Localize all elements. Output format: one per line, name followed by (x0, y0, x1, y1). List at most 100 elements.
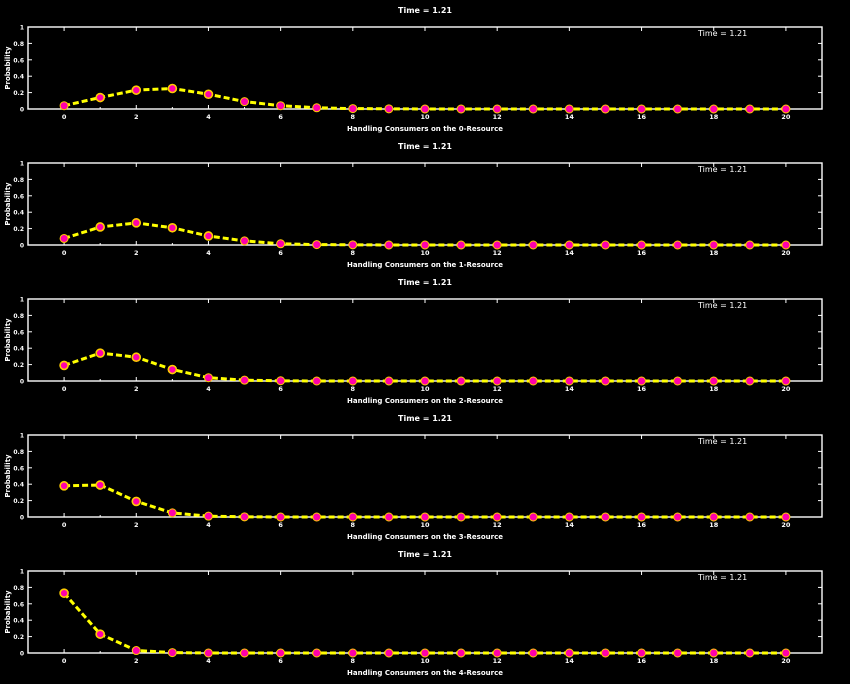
time-annotation: Time = 1.21 (697, 437, 747, 446)
x-tick-label: 10 (420, 249, 430, 257)
data-point (167, 648, 177, 658)
y-tick-label: 1 (20, 433, 24, 440)
x-tick-label: 20 (781, 521, 791, 529)
data-point (95, 629, 105, 639)
data-point (420, 512, 430, 522)
x-tick-label: 18 (709, 657, 719, 665)
x-tick-label: 6 (278, 249, 283, 257)
data-point (312, 512, 322, 522)
data-point (637, 648, 647, 658)
data-point (745, 512, 755, 522)
data-point (492, 240, 502, 250)
data-point (131, 85, 142, 95)
series-line (62, 592, 786, 655)
x-tick-label: 16 (637, 113, 647, 121)
data-point (709, 240, 719, 250)
data-point (600, 512, 610, 522)
data-point (528, 240, 538, 250)
data-point (673, 376, 683, 386)
y-tick-label: 0.4 (13, 210, 24, 217)
y-tick-label: 0.4 (13, 74, 24, 81)
data-point (492, 512, 502, 522)
x-tick-label: 20 (781, 249, 791, 257)
time-annotation: Time = 1.21 (697, 165, 747, 174)
x-tick-label: 16 (637, 657, 647, 665)
data-point (600, 240, 610, 250)
x-tick-label: 18 (709, 521, 719, 529)
data-point (637, 104, 647, 114)
x-tick-label: 0 (62, 521, 67, 529)
data-point (95, 92, 105, 103)
x-tick-label: 12 (493, 385, 502, 393)
data-point (420, 240, 430, 250)
x-tick-label: 20 (781, 657, 791, 665)
plot-frame (27, 26, 823, 110)
plot-frame (27, 570, 823, 654)
data-point (564, 240, 574, 250)
chart-title: Time = 1.21 (398, 6, 452, 15)
y-axis-label: Probability (4, 590, 12, 634)
x-tick-label: 4 (206, 657, 211, 665)
data-point (709, 648, 719, 658)
chart-title: Time = 1.21 (398, 142, 452, 151)
data-point (131, 496, 142, 507)
data-point (203, 373, 213, 383)
x-tick-label: 10 (420, 657, 430, 665)
data-point (637, 240, 647, 250)
data-point (673, 104, 683, 114)
data-point (528, 512, 538, 522)
data-point (384, 648, 394, 658)
data-point (528, 648, 538, 658)
x-tick-label: 16 (637, 249, 647, 257)
data-point (95, 222, 105, 232)
data-point (492, 648, 502, 658)
x-tick-label: 12 (493, 521, 502, 529)
data-point (240, 648, 250, 658)
data-point (456, 240, 466, 250)
data-point (564, 512, 574, 522)
data-point (745, 376, 755, 386)
x-tick-label: 18 (709, 113, 719, 121)
y-tick-label: 0.6 (13, 329, 24, 336)
y-axis-label: Probability (4, 182, 12, 226)
data-point (240, 236, 250, 246)
data-point (564, 104, 574, 114)
plot-frame (27, 434, 823, 518)
data-point (276, 376, 286, 386)
data-point (673, 648, 683, 658)
data-point (276, 512, 286, 522)
x-tick-label: 10 (420, 521, 430, 529)
y-tick-label: 0.4 (13, 346, 24, 353)
x-tick-label: 16 (637, 521, 647, 529)
data-point (420, 376, 430, 386)
y-tick-label: 0.8 (13, 41, 24, 48)
x-tick-label: 10 (420, 113, 430, 121)
x-tick-label: 8 (351, 249, 356, 257)
data-point (276, 101, 286, 111)
x-axis-label: Handling Consumers on the 2-Resource (347, 397, 503, 405)
data-point (456, 104, 466, 114)
y-tick-label: 1 (20, 25, 24, 32)
data-point (59, 481, 69, 491)
data-point (348, 104, 358, 114)
x-tick-label: 14 (565, 385, 575, 393)
y-tick-label: 0.8 (13, 177, 24, 184)
y-tick-label: 0.6 (13, 601, 24, 608)
data-point (745, 240, 755, 250)
x-tick-label: 4 (206, 521, 211, 529)
y-tick-label: 0.6 (13, 57, 24, 64)
data-point (131, 218, 142, 228)
data-point (276, 239, 286, 249)
x-tick-label: 8 (351, 521, 356, 529)
y-tick-label: 1 (20, 297, 24, 304)
data-point (59, 101, 69, 111)
x-axis-label: Handling Consumers on the 4-Resource (347, 669, 503, 677)
x-tick-label: 8 (351, 113, 356, 121)
data-point (709, 376, 719, 386)
x-tick-label: 6 (278, 657, 283, 665)
data-point (167, 508, 177, 518)
y-tick-label: 0.2 (13, 90, 24, 97)
